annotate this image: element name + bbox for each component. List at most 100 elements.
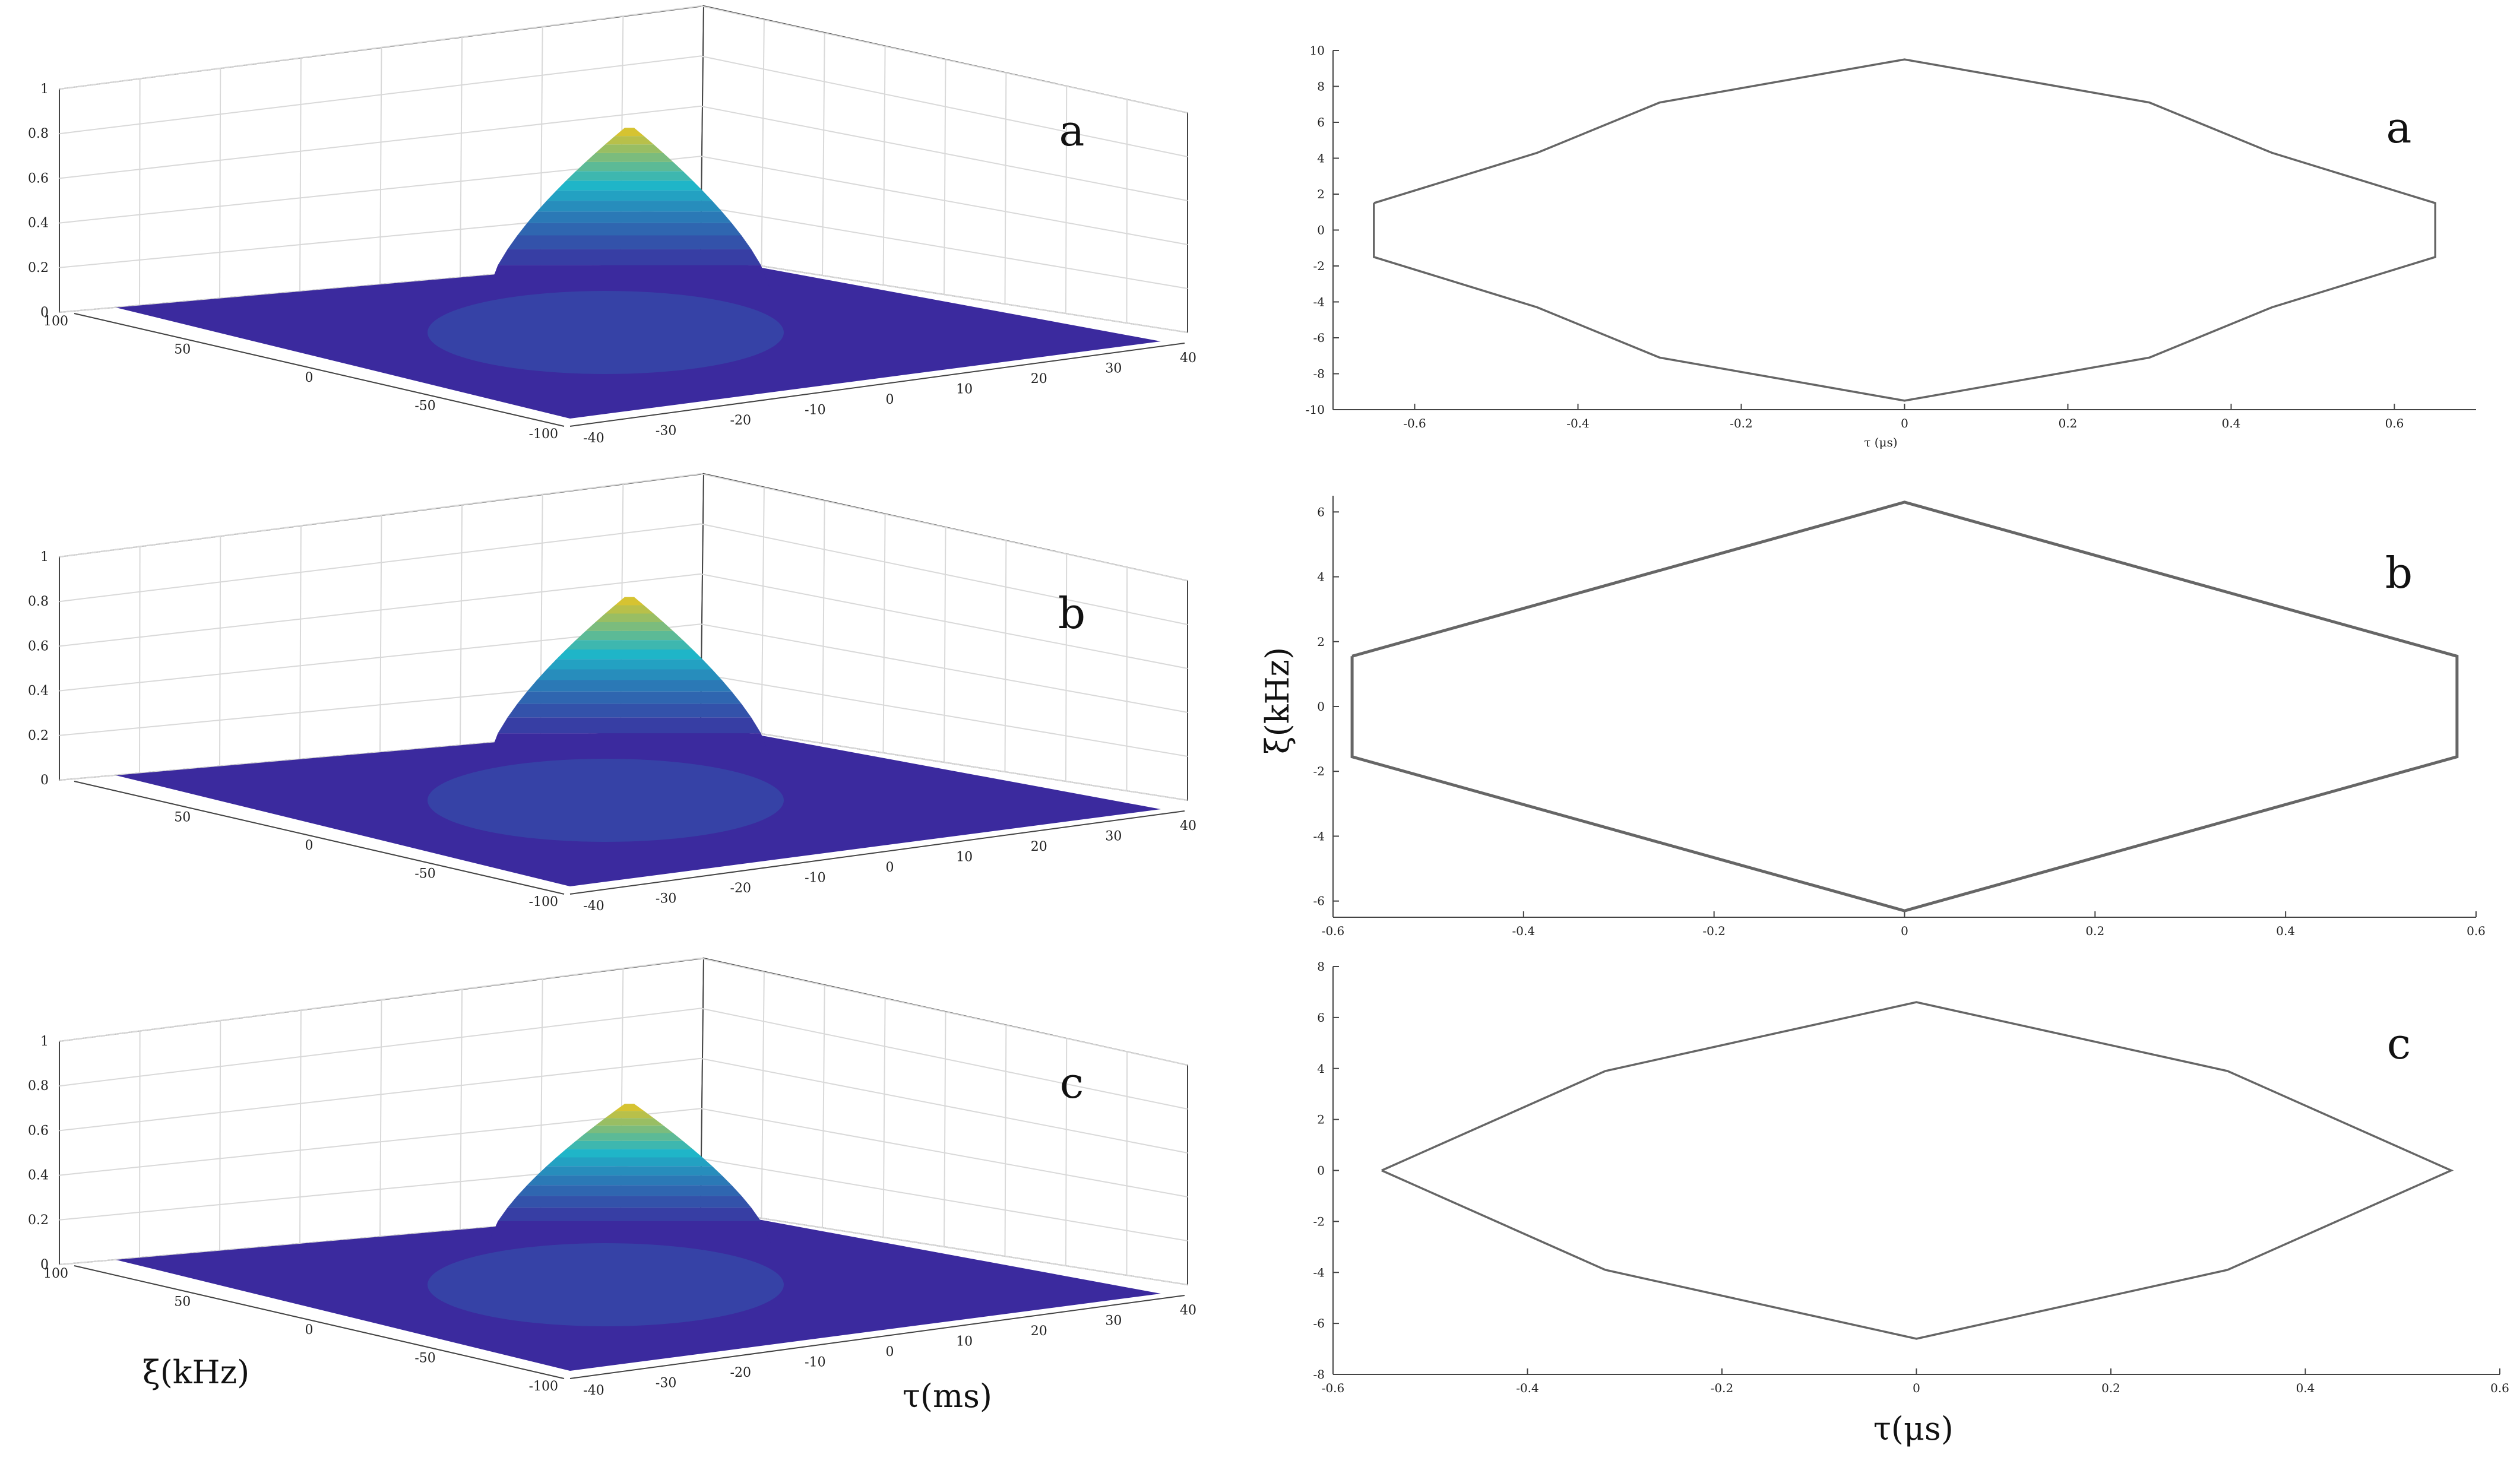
x-tick-label: -30 bbox=[656, 424, 676, 439]
z-grid-left bbox=[59, 1007, 701, 1087]
surface-peak-band bbox=[498, 1207, 761, 1221]
wall-grid-v bbox=[761, 487, 765, 734]
z-tick-label: 0.2 bbox=[28, 1213, 49, 1228]
surface-peak-band bbox=[507, 704, 752, 718]
wall-grid-v bbox=[379, 515, 382, 753]
surface-peak-band bbox=[595, 144, 664, 153]
z-tick-label: 1 bbox=[40, 1034, 49, 1049]
z-grid-left bbox=[59, 473, 701, 557]
y-tick-label: -50 bbox=[414, 1351, 435, 1366]
x-tick-label-end: -40 bbox=[583, 431, 604, 446]
z-grid-left bbox=[59, 523, 701, 603]
y-tick-label: -6 bbox=[1313, 894, 1325, 908]
x-tick-label-end: -40 bbox=[583, 1383, 604, 1398]
wall-grid-v bbox=[460, 989, 463, 1230]
panel-letter-a: a bbox=[1059, 106, 1085, 156]
surface-peak-band bbox=[488, 265, 771, 291]
wall-grid-v bbox=[1126, 567, 1128, 791]
z-tick-label: 0.6 bbox=[28, 1123, 49, 1138]
panel-letter-a: a bbox=[2386, 103, 2412, 153]
y-tick-label: -2 bbox=[1313, 1214, 1325, 1228]
surface-peak-band bbox=[517, 691, 742, 704]
y-tick-label: -100 bbox=[529, 895, 558, 910]
z-grid-right bbox=[700, 5, 1188, 113]
surface-peak-band bbox=[537, 201, 722, 212]
surface-peak-band bbox=[585, 622, 673, 631]
surface-peak-band bbox=[575, 630, 683, 641]
xi-khz-axis-title: ξ(kHz) bbox=[1259, 647, 1296, 754]
x-tick-label: 30 bbox=[1105, 1314, 1122, 1329]
surface-peak-band bbox=[498, 717, 761, 734]
tau-us-axis-title: τ(μs) bbox=[1873, 1410, 1954, 1447]
surface-peak-band bbox=[488, 1221, 771, 1243]
y-tick-label: -6 bbox=[1313, 1316, 1325, 1330]
z-tick-label: 0.2 bbox=[28, 261, 49, 275]
x-tick-label: -0.2 bbox=[1711, 1381, 1734, 1395]
z-grid-left bbox=[59, 105, 701, 179]
wall-grid-v bbox=[822, 32, 825, 276]
surface-peak-band bbox=[517, 1185, 742, 1196]
z-grid-right bbox=[700, 958, 1188, 1066]
wall-grid-v bbox=[299, 1010, 302, 1244]
surface-peak-band bbox=[507, 235, 752, 249]
z-grid-left bbox=[59, 1057, 701, 1132]
y-tick-label: 4 bbox=[1317, 151, 1325, 166]
y-tick-label: 10 bbox=[1310, 43, 1325, 58]
surface-peak-band bbox=[575, 1133, 683, 1141]
wall-grid-v bbox=[822, 984, 825, 1228]
x-tick-label-end: -40 bbox=[583, 899, 604, 914]
y-tick-label: 2 bbox=[1317, 1113, 1325, 1127]
contour-panel-a: 10 8 6 4 2 0 -2 -4 -6 -8 -10 -0.6 -0.4 -0.2 0 0.2 0.4 0.6… bbox=[1306, 43, 2476, 449]
y-tick-label: 0 bbox=[1317, 1164, 1325, 1178]
x-tick-label: 0 bbox=[886, 392, 894, 407]
z-grid-right bbox=[700, 1007, 1188, 1110]
contour-plots: 10 8 6 4 2 0 -2 -4 -6 -8 -10 -0.6 -0.4 -0.2 0 0.2 0.4 0.6… bbox=[1306, 43, 2509, 1395]
y-tick-label: -2 bbox=[1313, 259, 1325, 273]
y-tick-label: 0 bbox=[1317, 223, 1325, 237]
surface-peak-band bbox=[615, 597, 644, 606]
y-tick-label: 6 bbox=[1317, 1010, 1325, 1025]
wall-grid-v bbox=[822, 500, 825, 744]
surface-mound bbox=[428, 291, 784, 374]
contour-line bbox=[1373, 58, 2437, 402]
x-tick-label: 20 bbox=[1031, 372, 1047, 386]
x-axis-line bbox=[569, 343, 1185, 427]
surface-peak-band bbox=[566, 1140, 693, 1149]
y-tick-label: -6 bbox=[1313, 331, 1325, 345]
x-tick-label: -10 bbox=[805, 403, 825, 418]
wall-grid-v bbox=[1004, 1025, 1007, 1257]
y-tick-label: 4 bbox=[1317, 1062, 1325, 1076]
contour-line bbox=[1350, 500, 2459, 912]
wall-grid-v bbox=[299, 58, 302, 292]
z-grid-right bbox=[700, 1057, 1188, 1154]
y-tick-label: -4 bbox=[1313, 295, 1325, 309]
wall-grid-v bbox=[299, 525, 302, 759]
z-grid-left bbox=[59, 55, 701, 135]
y-tick-label: 8 bbox=[1317, 80, 1325, 94]
y-tick-label: 2 bbox=[1317, 187, 1325, 201]
x-tick-label: 40 bbox=[1180, 819, 1196, 834]
x-tick-label: 0.2 bbox=[2059, 416, 2078, 430]
surface-peak-band bbox=[537, 669, 722, 680]
surface-peak-band bbox=[585, 1125, 673, 1133]
surface-mound bbox=[428, 759, 784, 842]
x-tick-label: -0.2 bbox=[1702, 924, 1726, 938]
xi-axis-title: ξ(kHz) bbox=[143, 1354, 249, 1391]
x-tick-label: 0.2 bbox=[2101, 1381, 2120, 1395]
x-tick-label: 0 bbox=[1901, 416, 1908, 430]
x-axis-label-a: τ (μs) bbox=[1864, 435, 1897, 449]
tau-ms-axis-title: τ(ms) bbox=[903, 1377, 992, 1415]
x-tick-label: -10 bbox=[805, 871, 825, 886]
x-tick-label: -30 bbox=[656, 892, 676, 907]
surface-peak-band bbox=[615, 1104, 644, 1111]
z-tick-label: 1 bbox=[40, 82, 49, 97]
panel-letter-c: c bbox=[1060, 1058, 1084, 1108]
wall-grid-v bbox=[1126, 1051, 1128, 1276]
surface-peak-band bbox=[566, 640, 693, 649]
y-tick-label: 4 bbox=[1317, 570, 1325, 584]
x-tick-label: 0 bbox=[886, 860, 894, 875]
x-tick-label: 0.4 bbox=[2222, 416, 2241, 430]
y-tick-label: -50 bbox=[414, 867, 435, 882]
